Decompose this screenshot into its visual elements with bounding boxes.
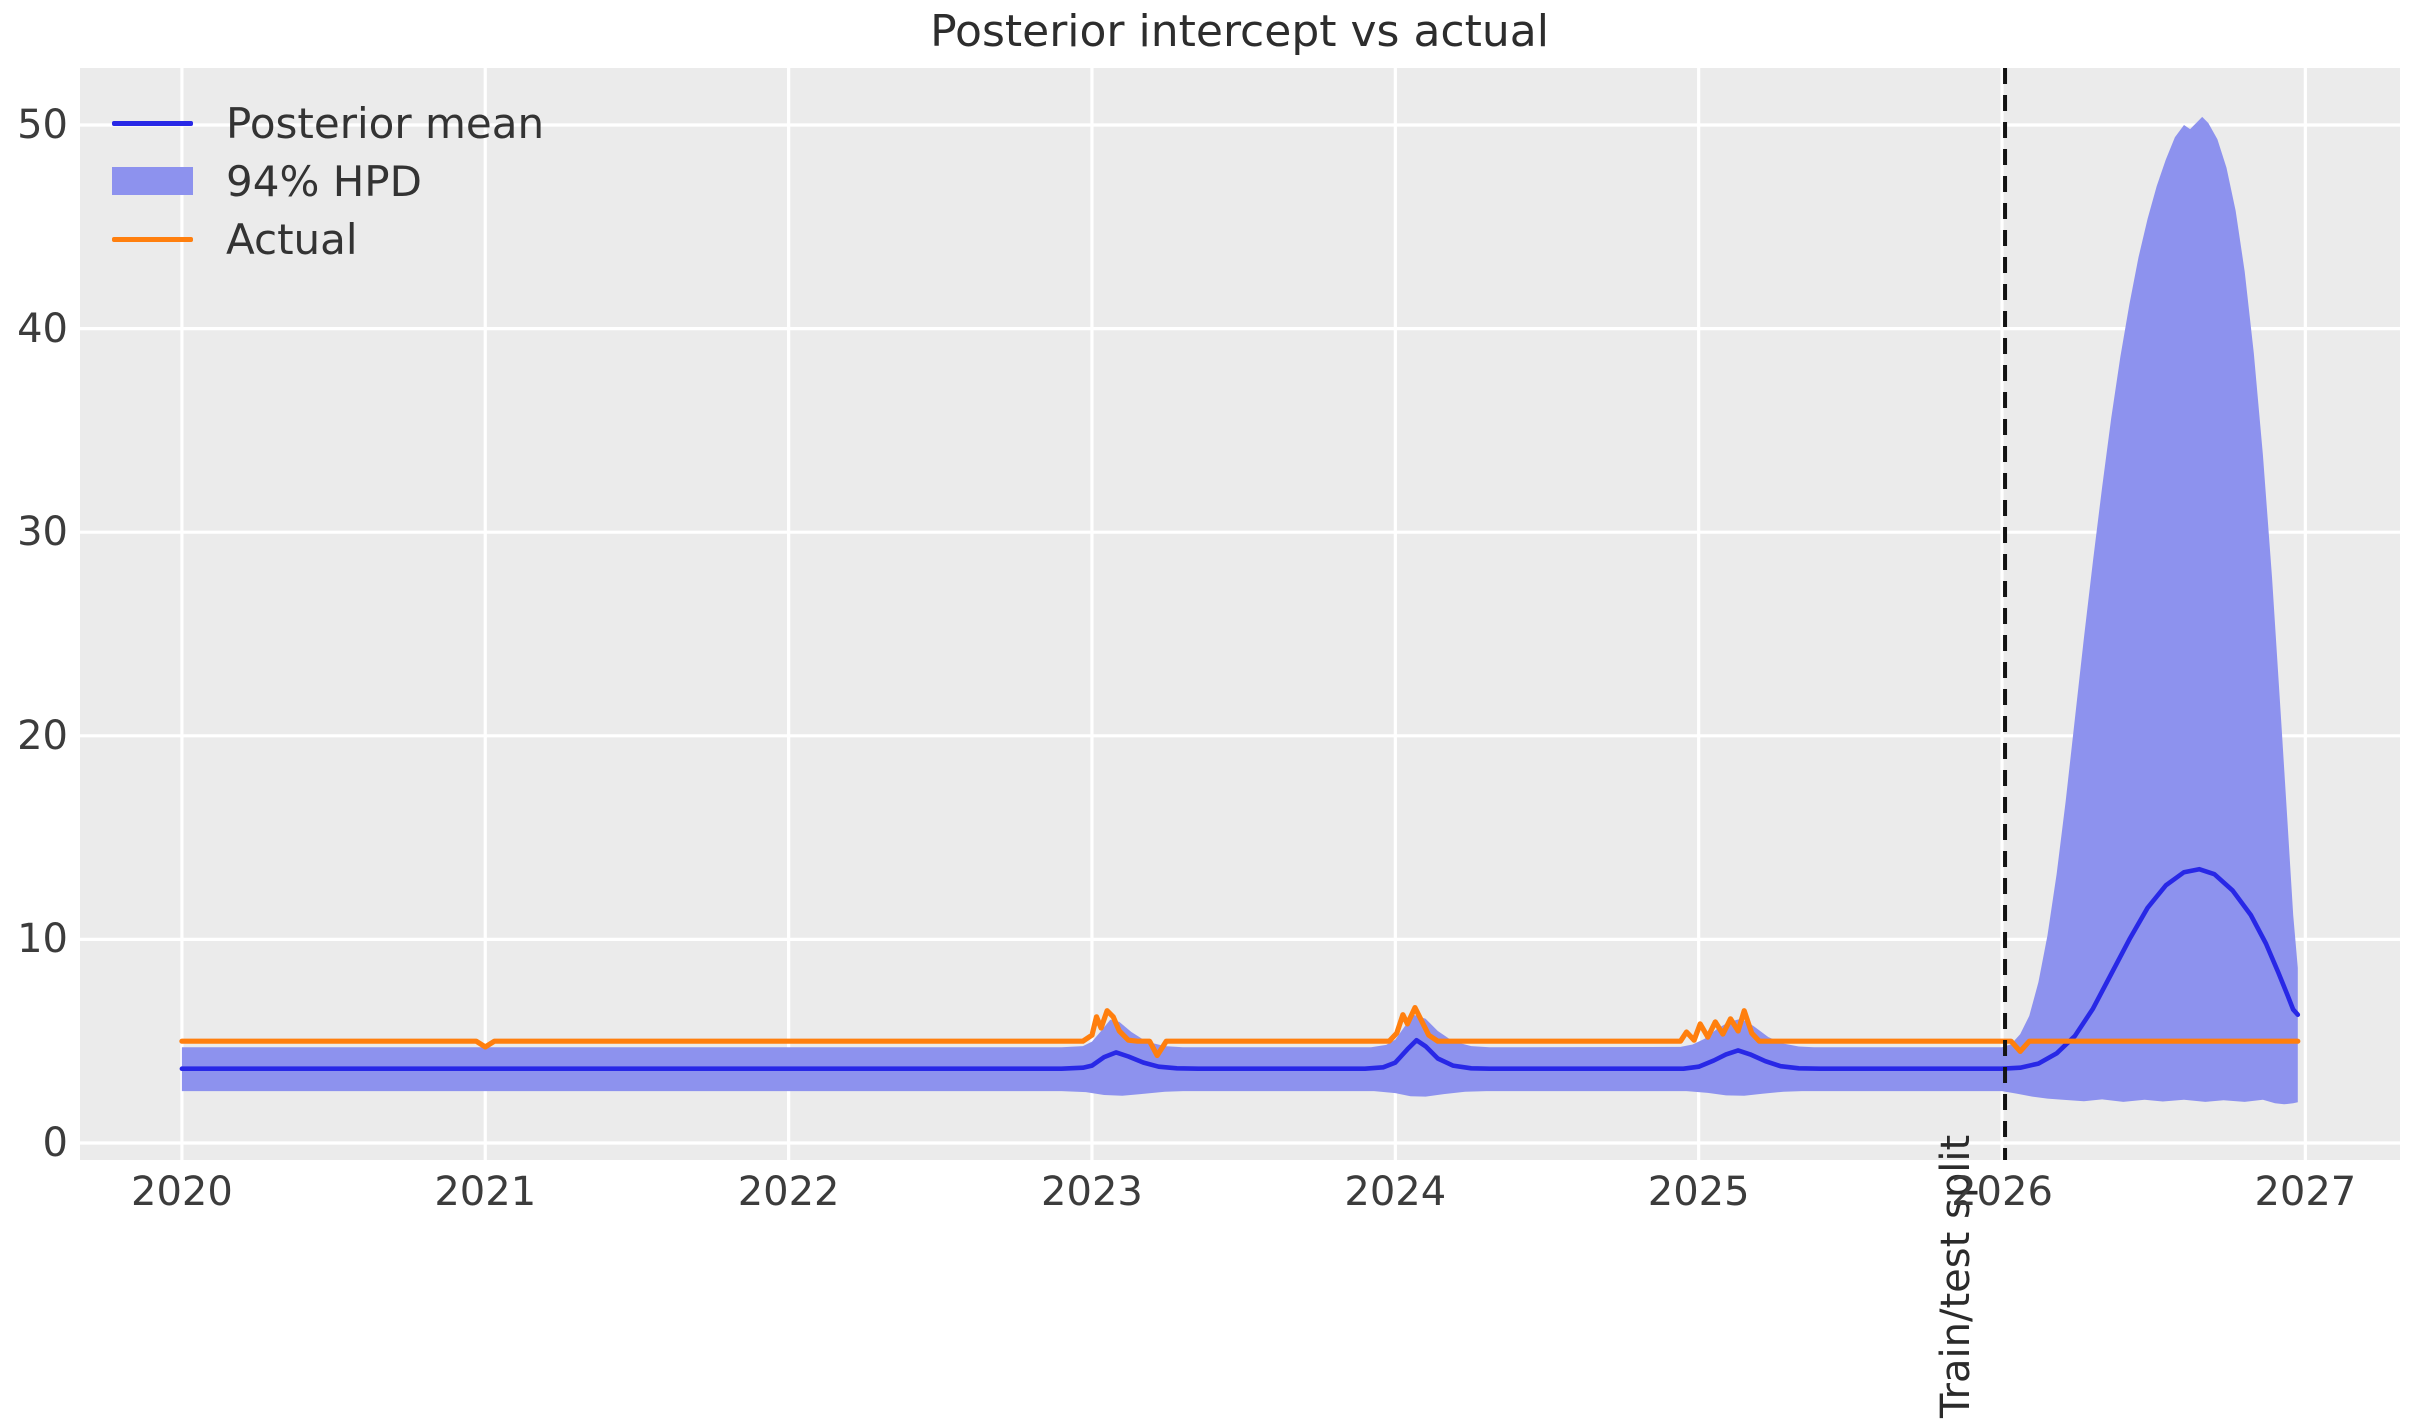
y-tick-label: 40	[17, 305, 68, 352]
legend-swatch-line-icon	[112, 236, 193, 242]
y-tick-label: 10	[17, 916, 68, 963]
legend-label-actual: Actual	[226, 214, 358, 264]
actual-line	[179, 1004, 2301, 1059]
legend-swatch-line-icon	[112, 120, 193, 126]
x-tick-label: 2027	[2254, 1169, 2357, 1215]
legend-label-posterior-mean: Posterior mean	[226, 98, 545, 148]
y-tick-label: 30	[17, 509, 68, 556]
x-tick-label: 2023	[1041, 1169, 1143, 1215]
x-tick-label: 2025	[1647, 1169, 1750, 1215]
legend-item-hpd: 94% HPD	[112, 152, 544, 210]
y-tick-label: 20	[17, 712, 68, 759]
x-tick-label: 2026	[1951, 1169, 2053, 1215]
x-tick-label: 2022	[737, 1169, 840, 1215]
chart-title: Posterior intercept vs actual	[930, 6, 1549, 57]
hpd-band	[181, 116, 2298, 1105]
legend: Posterior mean 94% HPD Actual	[112, 94, 544, 268]
legend-label-hpd: 94% HPD	[226, 156, 422, 206]
legend-swatch-patch-icon	[112, 167, 193, 195]
x-tick-label: 2024	[1344, 1169, 1447, 1215]
legend-item-posterior-mean: Posterior mean	[112, 94, 544, 152]
x-tick-label: 2020	[131, 1169, 233, 1215]
x-tick-label: 2021	[434, 1169, 537, 1215]
posterior-mean-line	[179, 866, 2301, 1071]
y-tick-label: 0	[42, 1119, 68, 1166]
legend-item-actual: Actual	[112, 210, 544, 268]
train-test-split-label: Train/test split	[1933, 1134, 1980, 1418]
y-tick-label: 50	[17, 102, 68, 148]
plot-area	[80, 68, 2400, 1160]
